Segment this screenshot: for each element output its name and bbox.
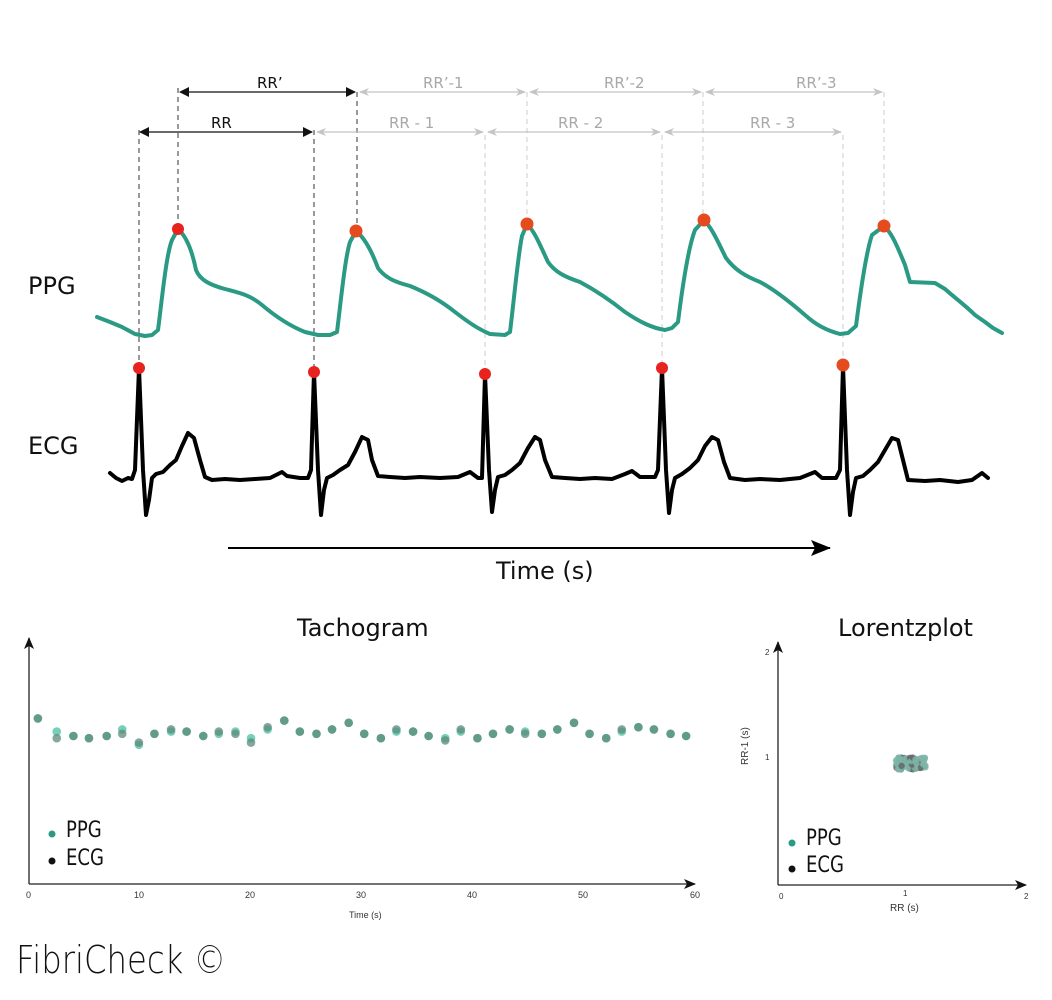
- lorentzplot-ytick: 2: [765, 648, 770, 657]
- lorentzplot-ytick: 1: [765, 753, 770, 762]
- ecg-point: [569, 718, 579, 728]
- ecg-point: [601, 733, 611, 743]
- ecg-point: [520, 729, 530, 739]
- ppg-point: [896, 755, 903, 762]
- tachogram-title: Tachogram: [297, 614, 429, 642]
- ecg-point: [166, 725, 176, 734]
- time-axis-label: Time (s): [496, 557, 594, 585]
- lorentzplot-xtick: 0: [779, 892, 784, 901]
- ecg-point: [681, 731, 691, 741]
- legend-ppg-dot: [48, 830, 56, 838]
- lorentzplot-legend-ppg: PPG: [806, 826, 842, 851]
- ecg-point: [344, 718, 353, 728]
- ecg-point: [117, 729, 127, 739]
- ecg-point: [649, 725, 659, 734]
- lorentzplot-xtick: 1: [903, 889, 908, 898]
- lorentzplot-xlabel: RR (s): [890, 903, 919, 914]
- ecg-point: [359, 729, 369, 739]
- legend-ppg-dot: [788, 839, 796, 847]
- interval-label-rr-1: RR - 1: [389, 114, 435, 132]
- ecg-point: [52, 733, 62, 743]
- interval-label-rr: RR: [211, 114, 232, 132]
- ecg-point: [327, 725, 337, 734]
- ecg-point: [295, 727, 305, 736]
- ecg-point: [898, 762, 905, 770]
- interval-label-rr-prime-2: RR’-2: [604, 74, 645, 92]
- ecg-point: [488, 729, 498, 739]
- legend-ecg-dot: [788, 865, 796, 873]
- tachogram-xtick: 40: [467, 890, 478, 900]
- tachogram-xtick: 20: [245, 890, 256, 900]
- tachogram-xtick: 60: [690, 890, 701, 900]
- tachogram-xtick: 50: [578, 890, 589, 900]
- tachogram-legend-ppg: PPG: [66, 818, 102, 843]
- tachogram-axes: [24, 637, 696, 889]
- ecg-point: [246, 738, 256, 747]
- ecg-peak-markers: [133, 358, 850, 380]
- ppg-waveform: [95, 218, 1004, 338]
- interval-label-rr-2: RR - 2: [558, 114, 604, 132]
- ecg-point: [456, 725, 466, 734]
- lorentzplot-legend-ecg: ECG: [806, 853, 844, 878]
- ecg-point: [585, 729, 594, 739]
- tachogram-points: [33, 714, 691, 750]
- ecg-waveform: [108, 364, 990, 517]
- tachogram-xlabel: Time (s): [349, 910, 382, 920]
- interval-label-rr-3: RR - 3: [750, 114, 796, 132]
- ecg-point: [312, 729, 321, 739]
- ecg-point: [102, 731, 111, 741]
- tachogram-xtick: 10: [134, 890, 145, 900]
- brand-watermark: FibriCheck ©: [16, 938, 226, 982]
- lorentzplot-title: Lorentzplot: [838, 614, 973, 642]
- ecg-peak-guides: [138, 130, 844, 374]
- interval-label-rr-prime-3: RR’-3: [796, 74, 837, 92]
- ecg-point: [440, 736, 450, 745]
- ecg-point: [214, 727, 224, 736]
- ppg-point: [920, 761, 927, 768]
- ecg-point: [424, 731, 433, 741]
- interval-label-rr-prime: RR’: [257, 74, 283, 92]
- ecg-point: [280, 716, 289, 725]
- ecg-point: [553, 725, 562, 734]
- legend-ecg-dot: [48, 857, 56, 865]
- interval-label-rr-prime-1: RR’-1: [423, 74, 464, 92]
- tachogram-legend-ecg: ECG: [66, 846, 104, 871]
- ppg-point: [912, 756, 919, 763]
- ecg-point: [69, 731, 78, 741]
- ecg-point: [666, 729, 675, 739]
- ecg-point: [392, 725, 401, 734]
- lorentzplot-axes: [773, 641, 1027, 890]
- ecg-point: [634, 722, 643, 732]
- ecg-point: [182, 727, 191, 736]
- ppg-signal-label: PPG: [28, 272, 76, 300]
- ecg-signal-label: ECG: [28, 432, 79, 460]
- ecg-point: [231, 729, 240, 739]
- ppg-point: [52, 727, 62, 736]
- lorentzplot-cluster: [892, 754, 929, 773]
- ecg-point: [198, 731, 208, 741]
- ppg-peak-guides: [177, 88, 885, 231]
- ecg-point: [150, 729, 159, 739]
- ecg-point: [505, 725, 514, 734]
- ecg-point: [376, 733, 386, 743]
- ecg-point: [537, 729, 547, 739]
- ecg-point: [263, 722, 272, 732]
- ecg-point: [617, 725, 627, 734]
- ppg-peak-markers: [172, 213, 891, 238]
- lorentzplot-xtick: 2: [1024, 892, 1029, 901]
- ecg-point: [134, 738, 144, 747]
- tachogram-xtick: 0: [26, 890, 32, 900]
- ecg-point: [33, 714, 43, 723]
- lorentzplot-ylabel: RR-1 (s): [740, 727, 751, 765]
- ecg-point: [84, 733, 94, 743]
- ecg-point: [473, 733, 482, 743]
- ecg-point: [408, 727, 418, 736]
- tachogram-xtick: 30: [356, 890, 367, 900]
